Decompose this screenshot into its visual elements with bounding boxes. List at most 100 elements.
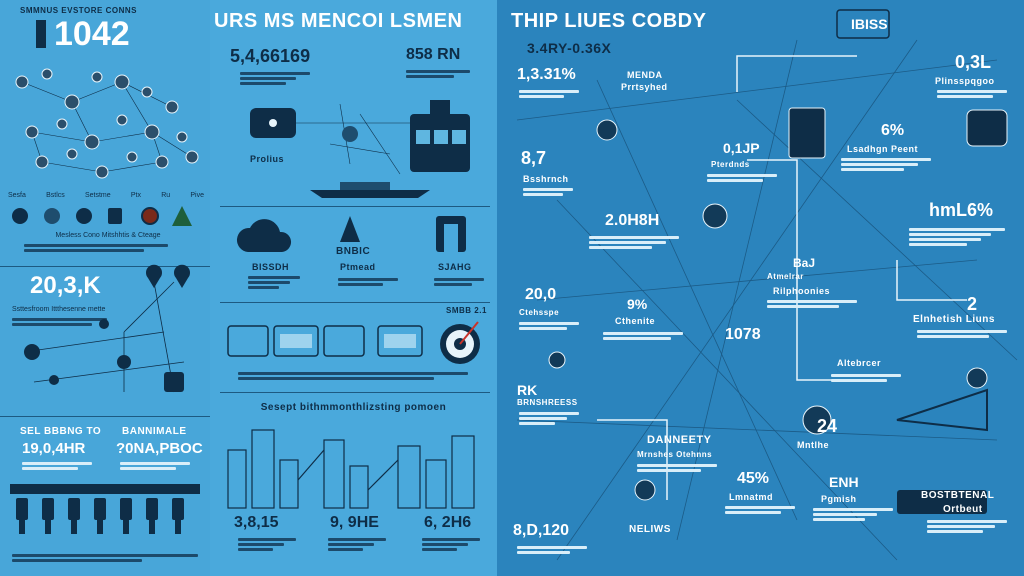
right-stat-6-lines (603, 330, 683, 342)
right-stat-b-lines (917, 328, 1007, 340)
right-stat-2-lines (523, 186, 573, 198)
right-num-x-lines (813, 506, 893, 523)
middle-stat-1-lines (240, 70, 310, 87)
middle-bottom-stat-2: 9, 9HE (330, 514, 379, 531)
node-icon (117, 355, 131, 369)
right-bottom-left-stat: 8,D,120 (513, 522, 570, 539)
left-row-label: Setstme (84, 192, 111, 199)
right-big-top-2: 0,3L (955, 52, 992, 72)
globe-icon (44, 208, 60, 224)
right-corner-subtitle: Ortbeut (943, 504, 983, 515)
bracket-icon (436, 216, 466, 252)
left-stat-a-title: SEL BBBNG TO (20, 426, 102, 437)
neliws-label: NELIWS (629, 524, 671, 535)
node-icon (966, 367, 988, 389)
left-panel: SMMNUS EVSTORE CONNS 1042 Sesfa Bstlcs S… (0, 0, 211, 576)
middle-bottom-stat-2-lines (328, 536, 386, 553)
right-pct-3-lines (725, 504, 795, 516)
middle-title: URS MS MENCOI LSMEN (214, 10, 463, 32)
middle-stat-1b-lines (406, 68, 470, 80)
left-icon-labels: Sesfa Bstlcs Setstme Ptx Ru Pive (8, 192, 204, 200)
left-row-label: Ru (161, 192, 171, 199)
device-strip-graphic (227, 321, 480, 364)
right-corner-lines (927, 518, 1007, 535)
right-stat-1-label-2: Prrtsyhed (621, 82, 668, 92)
monitor-icon (788, 107, 826, 159)
right-stat-5: 1078 (725, 326, 761, 343)
middle-bottom-stat-3-lines (422, 536, 480, 553)
left-row-label: Pive (190, 192, 204, 199)
right-stat-rk: RK (517, 382, 538, 398)
middle-subtitle: Sesept bithmmonthlizsting pomoen (260, 402, 447, 413)
right-pct-3: 45% (737, 470, 770, 487)
right-box-label-2: Rilphoonies (773, 286, 830, 296)
left-stat-b-title: BANNIMALE (122, 426, 187, 437)
building-bars-graphic (227, 429, 475, 509)
tower-icon (164, 372, 184, 392)
connector-row-graphic (10, 484, 200, 534)
node-icon (49, 375, 59, 385)
middle-divider-3 (220, 392, 490, 393)
network-cluster-graphic (15, 68, 199, 179)
left-paragraph-2: Ssttesfroom Ittthesenne mette (12, 306, 106, 313)
right-pct-2: hmL6% (929, 200, 994, 220)
router-label: Prolius (250, 154, 285, 164)
right-pct: 6% (881, 122, 905, 139)
middle-label: BNBIC (336, 246, 371, 257)
right-stat-3: 2.0H8H (605, 212, 660, 229)
right-stat-4-label: Ctehsspe (519, 308, 560, 317)
right-num-x: ENH (829, 474, 859, 490)
right-box-label: Altebrcer (837, 358, 882, 368)
cloud-icon (236, 219, 292, 252)
right-stat-dpz-label: Pterdnds (711, 160, 750, 169)
middle-label-lines (338, 276, 398, 288)
right-stat-b: 2 (967, 294, 978, 314)
left-divider (0, 266, 210, 267)
node-icon (548, 351, 566, 369)
node-icon (99, 319, 109, 329)
right-stat-6: 9% (627, 296, 648, 312)
node-icon (634, 479, 656, 501)
right-stat-2: 8,7 (521, 148, 547, 168)
right-stat-6-label: Cthenite (615, 316, 655, 326)
crane-icon (896, 388, 988, 432)
gauge-lines (637, 462, 717, 474)
right-big-top-2-lines (937, 88, 1007, 100)
right-big-top: IBISS (851, 16, 888, 32)
left-header-number: 1042 (54, 15, 130, 53)
right-stat-ba: BaJ (793, 256, 816, 270)
right-pct-2-lines (909, 226, 1005, 248)
right-stat-4-lines (519, 320, 579, 332)
middle-label-2: Ptmead (340, 262, 376, 272)
middle-panel: URS MS MENCOI LSMEN 5,4,66169 858 RN Pro… (210, 0, 497, 576)
middle-bottom-stat-1-lines (238, 536, 296, 553)
right-label: SJAHG (438, 262, 472, 272)
left-header-small: SMMNUS EVSTORE CONNS (20, 6, 137, 15)
right-pct-label: Lsadhgn Peent (847, 144, 919, 154)
target-icon (76, 208, 92, 224)
right-stat-b-label: Elnhetish Liuns (913, 314, 995, 325)
node-icon (802, 405, 832, 435)
right-corner-title: BOSTBTENAL (921, 490, 995, 501)
satellite-icon (342, 126, 358, 142)
left-stat-big: 20,3,K (30, 272, 101, 299)
right-pct-lines (841, 156, 931, 173)
left-icon-row (12, 206, 192, 226)
left-stat-b-lines (120, 460, 190, 472)
pin-icon (173, 264, 190, 288)
left-header-bar (36, 20, 46, 48)
right-stat-dpz: 0,1JP (723, 140, 760, 156)
left-stat-b-value: ?0NA,PBOC (116, 440, 203, 457)
router-icon (966, 109, 1008, 147)
middle-divider-2 (220, 302, 490, 303)
right-stat-1-lines (519, 88, 579, 100)
left-divider-2 (0, 416, 210, 417)
node-icon (702, 203, 728, 229)
node-icon (596, 119, 618, 141)
right-big-top-2-label: Plinsspqgoo (935, 76, 995, 86)
box-icon (836, 9, 890, 39)
right-label-lines (434, 276, 484, 288)
left-stat-a-value: 19,0,4HR (22, 440, 86, 457)
cloud-label: BISSDH (252, 262, 290, 272)
right-num-24: 24 (817, 416, 838, 436)
